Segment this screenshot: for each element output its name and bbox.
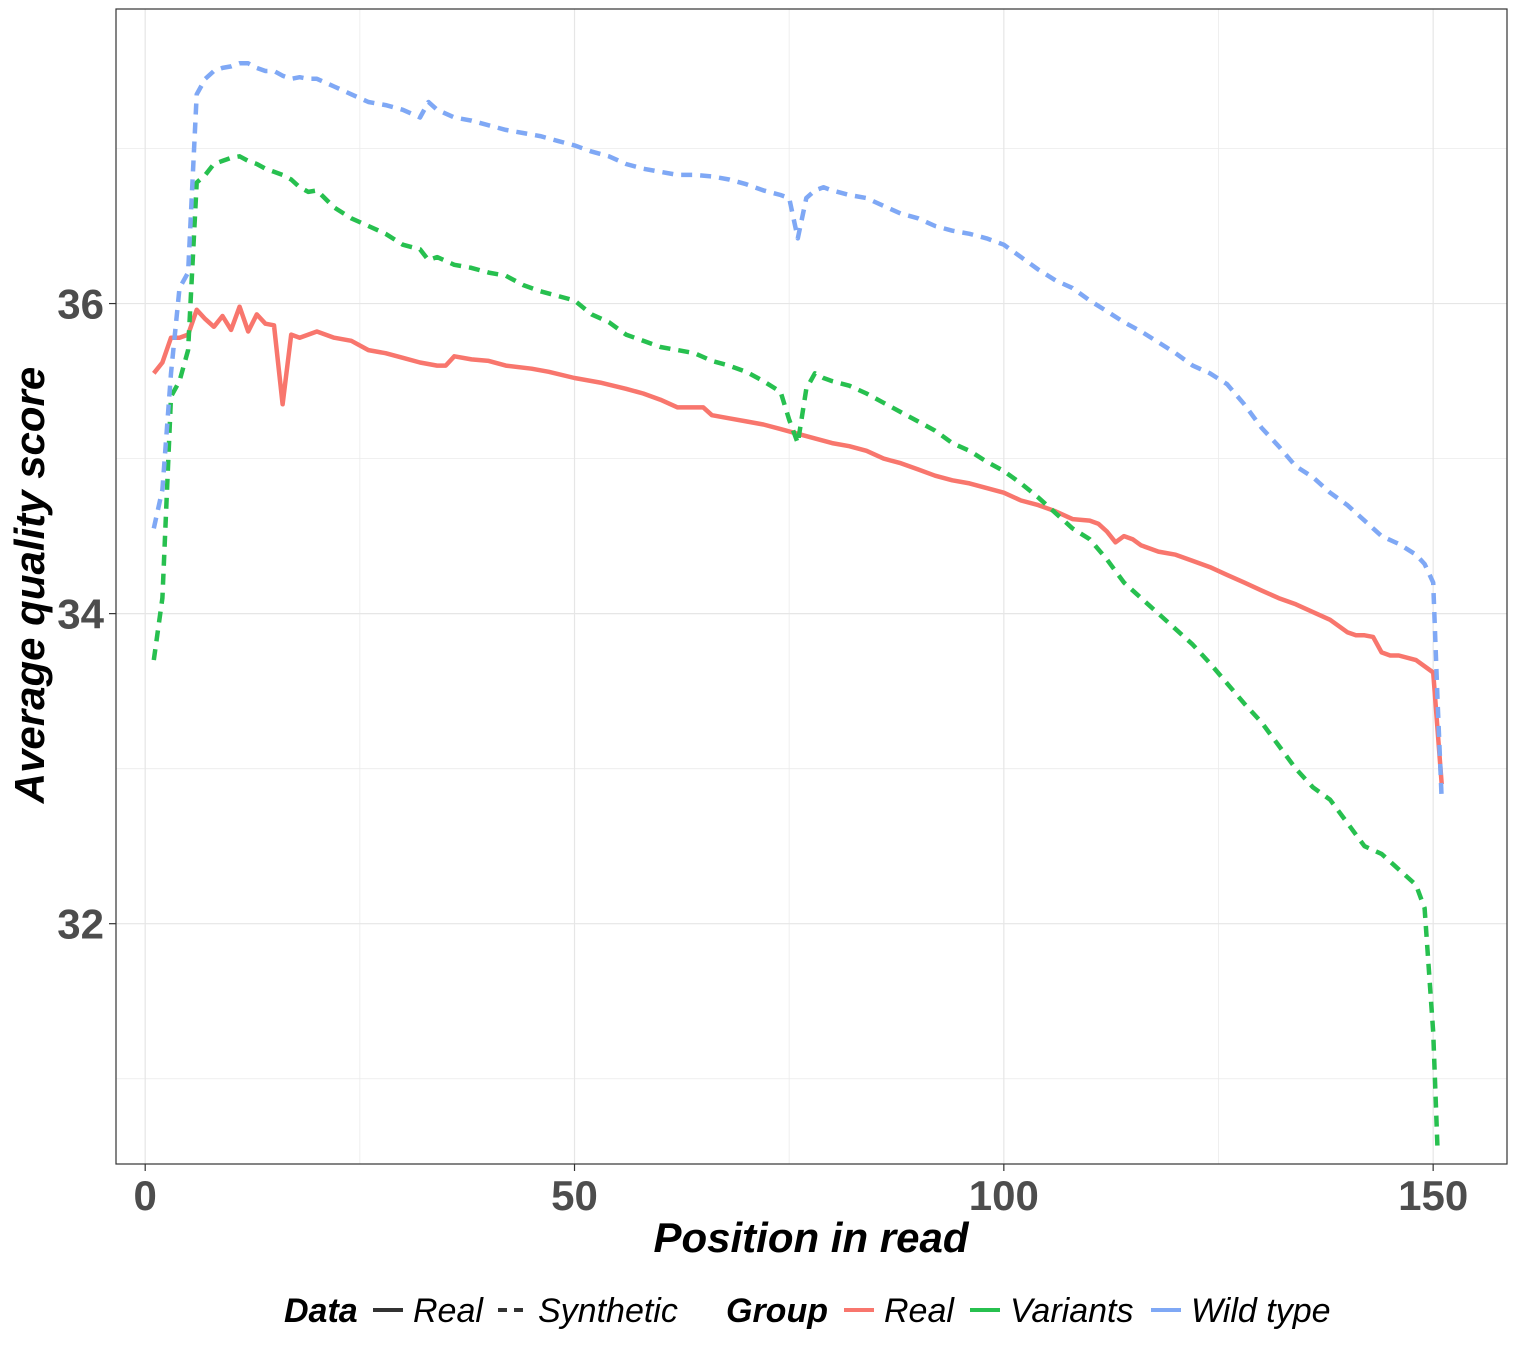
y-axis-title: Average quality score — [6, 367, 53, 805]
legend-label-real-group: Real — [884, 1292, 955, 1330]
y-axis: 32 34 36 — [57, 281, 116, 948]
legend-label-synthetic-linetype: Synthetic — [538, 1292, 678, 1330]
y-tick-label: 36 — [57, 281, 104, 328]
legend: Data Real Synthetic Group Real Variants … — [284, 1292, 1331, 1330]
major-gridlines — [116, 9, 1507, 1164]
series-line-variants-synthetic — [151, 154, 1442, 1151]
minor-gridlines — [116, 9, 1507, 1164]
plot-panel-border — [115, 8, 1508, 1165]
x-tick-label: 100 — [969, 1172, 1039, 1219]
legend-title-data: Data — [284, 1292, 358, 1330]
y-tick-label: 32 — [57, 901, 104, 948]
series-layer — [151, 61, 1444, 1151]
x-tick-label: 150 — [1398, 1172, 1468, 1219]
x-axis-title: Position in read — [653, 1214, 969, 1261]
x-tick-label: 50 — [551, 1172, 598, 1219]
series-line-real-real — [152, 304, 1444, 785]
legend-label-real-linetype: Real — [413, 1292, 484, 1330]
x-tick-label: 0 — [134, 1172, 157, 1219]
x-axis: 0 50 100 150 — [134, 1164, 1468, 1219]
series-line-wild-type-synthetic — [151, 61, 1444, 800]
legend-label-wild-type-group: Wild type — [1191, 1292, 1331, 1330]
legend-title-group: Group — [726, 1292, 828, 1330]
y-tick-label: 34 — [57, 591, 104, 638]
legend-label-variants-group: Variants — [1010, 1292, 1133, 1330]
